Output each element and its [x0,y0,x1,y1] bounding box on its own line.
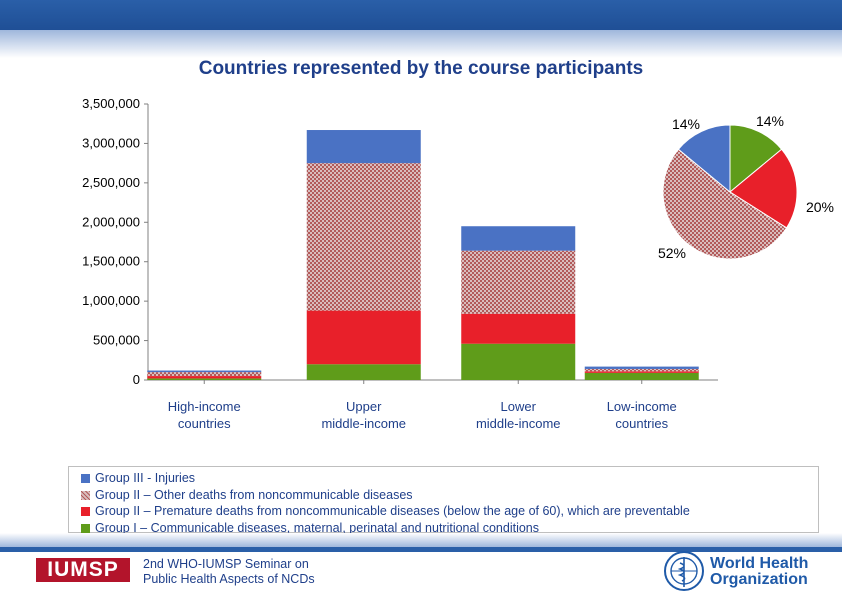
chart-legend: Group III - Injuries Group II – Other de… [68,466,819,535]
chart-title: Countries represented by the course part… [198,58,644,79]
pie-chart: 14% 20% 52% 14% [658,113,834,261]
header-bar [0,0,842,30]
who-logo-text: World Health Organization [710,556,808,588]
bar-series [147,130,699,380]
bar-group3 [584,366,699,369]
pie-slice-group1 [729,124,783,194]
y-tick-label: 1,000,000 [82,293,140,308]
y-tick-label: 3,500,000 [82,96,140,111]
y-tick-label: 2,000,000 [82,214,140,229]
legend-swatch-group1 [81,523,90,533]
footer-line-1: 2nd WHO-IUMSP Seminar on [143,557,309,571]
y-tick-label: 1,500,000 [82,254,140,269]
y-tick-label: 3,000,000 [82,135,140,150]
y-tick-label: 500,000 [93,333,140,348]
footer-gradient [0,533,842,547]
bar-group3 [306,130,421,164]
x-tick-label: Lower [501,399,537,414]
legend-swatch-group2-other [81,490,90,500]
bar-group2-premature [306,310,421,365]
iumsp-logo-text: IUMSP [36,558,130,582]
x-tick-label: countries [178,416,231,431]
who-logo-line-1: World Health [710,555,809,572]
bar-group1 [306,364,421,380]
footer-text: 2nd WHO-IUMSP Seminar on Public Health A… [143,557,315,587]
bar-group3 [147,370,262,373]
iumsp-logo: IUMSP [36,558,130,582]
x-tick-label: middle-income [476,416,561,431]
footer-line-2: Public Health Aspects of NCDs [143,572,315,586]
pie-slice-label: 20% [806,199,834,215]
bar-group1 [584,372,699,380]
who-emblem-icon [664,551,704,591]
y-tick-labels: 0 500,000 1,000,000 1,500,000 2,000,000 2,500… [82,96,140,387]
bar-group2-other [584,368,699,372]
legend-swatch-group2-premature [81,507,90,516]
legend-item-group2-premature: Group II – Premature deaths from noncomm… [81,503,818,520]
legend-label: Group III - Injuries [95,471,196,485]
pie-slice-label: 14% [756,113,784,129]
x-tick-label: Low-income [607,399,677,414]
bar-group2-premature [147,376,262,379]
bar-group3 [461,226,576,251]
x-tick-label: Upper [346,399,382,414]
bar-group2-other [461,250,576,314]
who-logo-line-2: Organization [710,571,808,588]
pie-slice-label: 14% [672,116,700,132]
bar-group1 [461,343,576,380]
legend-label: Group II – Premature deaths from noncomm… [95,504,690,518]
bar-group2-other [147,372,262,377]
x-tick-label: countries [615,416,668,431]
x-tick-label: middle-income [321,416,406,431]
pie-slice-group2-premature [729,148,798,229]
pie-slice-label: 52% [658,245,686,261]
pie-slice-group3 [677,124,731,194]
y-tick-label: 0 [133,372,140,387]
x-tick-label: High-income [168,399,241,414]
bar-group2-premature [584,371,699,373]
y-tick-label: 2,500,000 [82,175,140,190]
footer-bar [0,547,842,552]
bar-group1 [147,378,262,380]
legend-item-group3: Group III - Injuries [81,470,818,487]
bar-group2-premature [461,313,576,344]
legend-label: Group I – Communicable diseases, materna… [95,520,539,535]
legend-label: Group II – Other deaths from noncommunic… [95,487,413,502]
legend-swatch-group3 [81,474,90,483]
legend-item-group2-other: Group II – Other deaths from noncommunic… [81,487,818,504]
bar-group2-other [306,163,421,311]
chart-axes [144,103,718,384]
x-tick-labels: High-income countries Upper middle-income Lo… [168,399,677,431]
pie-slice-group2-other [662,148,788,260]
header-gradient [0,30,842,58]
legend-item-group1: Group I – Communicable diseases, materna… [81,520,818,537]
